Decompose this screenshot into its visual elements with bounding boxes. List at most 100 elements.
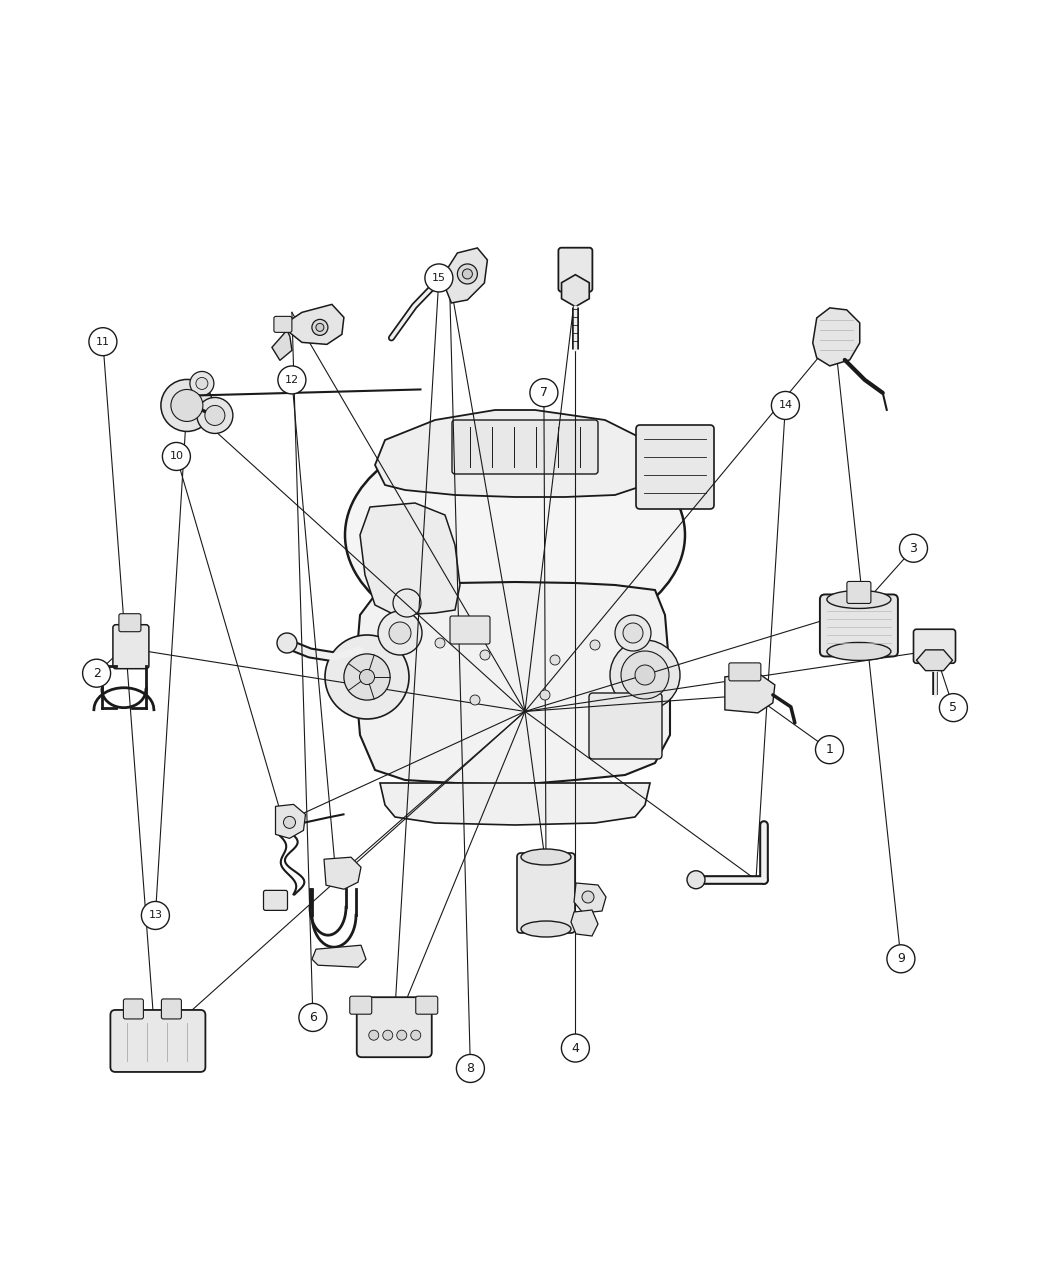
Circle shape [816,736,843,764]
Circle shape [388,622,411,644]
Circle shape [383,1030,393,1040]
Circle shape [411,1030,421,1040]
Polygon shape [380,783,650,825]
Circle shape [369,1030,379,1040]
Polygon shape [562,274,589,307]
Polygon shape [375,411,655,497]
Text: 13: 13 [148,910,163,921]
Text: 9: 9 [897,952,905,965]
Polygon shape [917,650,952,671]
Ellipse shape [827,590,890,608]
Circle shape [582,891,594,903]
Polygon shape [355,581,670,785]
Polygon shape [571,910,598,936]
Text: 11: 11 [96,337,110,347]
FancyBboxPatch shape [589,694,662,759]
Circle shape [163,442,190,470]
Ellipse shape [827,643,890,660]
Text: 2: 2 [92,667,101,680]
Circle shape [435,638,445,648]
FancyBboxPatch shape [162,998,182,1019]
Text: 8: 8 [466,1062,475,1075]
Ellipse shape [345,425,685,645]
Circle shape [89,328,117,356]
Circle shape [615,615,651,652]
Circle shape [457,1054,484,1082]
Circle shape [687,871,705,889]
Circle shape [772,391,799,419]
FancyBboxPatch shape [113,625,149,668]
Circle shape [171,389,203,422]
Ellipse shape [521,849,571,864]
Circle shape [83,659,110,687]
FancyBboxPatch shape [452,419,598,474]
Polygon shape [813,307,860,366]
Circle shape [196,377,208,389]
FancyBboxPatch shape [357,997,432,1057]
Circle shape [900,534,927,562]
Circle shape [190,371,214,395]
FancyBboxPatch shape [119,613,141,631]
FancyBboxPatch shape [820,594,898,657]
Circle shape [470,695,480,705]
FancyBboxPatch shape [559,247,592,292]
Text: 5: 5 [949,701,958,714]
Circle shape [277,632,297,653]
FancyBboxPatch shape [264,890,288,910]
Polygon shape [324,857,361,889]
Circle shape [462,269,472,279]
Circle shape [623,623,643,643]
FancyBboxPatch shape [517,853,575,933]
Circle shape [562,1034,589,1062]
Circle shape [887,945,915,973]
Text: 1: 1 [825,743,834,756]
Circle shape [530,379,558,407]
Polygon shape [574,884,606,913]
Circle shape [621,652,669,699]
FancyBboxPatch shape [416,996,438,1014]
FancyBboxPatch shape [450,616,490,644]
Text: 6: 6 [309,1011,317,1024]
Polygon shape [441,247,487,303]
FancyBboxPatch shape [274,316,292,333]
Circle shape [197,398,233,434]
Circle shape [359,669,375,685]
Circle shape [142,901,169,929]
Text: 15: 15 [432,273,446,283]
Circle shape [312,319,328,335]
Circle shape [393,589,421,617]
Circle shape [635,666,655,685]
Circle shape [344,654,391,700]
Text: 3: 3 [909,542,918,555]
Polygon shape [724,673,775,713]
FancyBboxPatch shape [124,998,144,1019]
Polygon shape [287,305,344,344]
Circle shape [378,611,422,655]
Circle shape [161,380,213,431]
FancyBboxPatch shape [636,425,714,509]
FancyBboxPatch shape [350,996,372,1014]
Circle shape [316,324,323,332]
Circle shape [590,640,600,650]
FancyBboxPatch shape [729,663,761,681]
Circle shape [425,264,453,292]
Circle shape [284,816,295,829]
Circle shape [940,694,967,722]
Text: 7: 7 [540,386,548,399]
Circle shape [540,690,550,700]
Text: 12: 12 [285,375,299,385]
Circle shape [299,1003,327,1031]
Circle shape [610,640,680,710]
Circle shape [458,264,478,284]
Circle shape [480,650,490,660]
Circle shape [205,405,225,426]
FancyBboxPatch shape [914,630,956,663]
Circle shape [550,655,560,666]
Polygon shape [275,805,306,839]
Text: 10: 10 [169,451,184,462]
Text: 4: 4 [571,1042,580,1054]
Polygon shape [360,504,460,615]
Circle shape [397,1030,406,1040]
FancyBboxPatch shape [110,1010,206,1072]
Circle shape [278,366,306,394]
